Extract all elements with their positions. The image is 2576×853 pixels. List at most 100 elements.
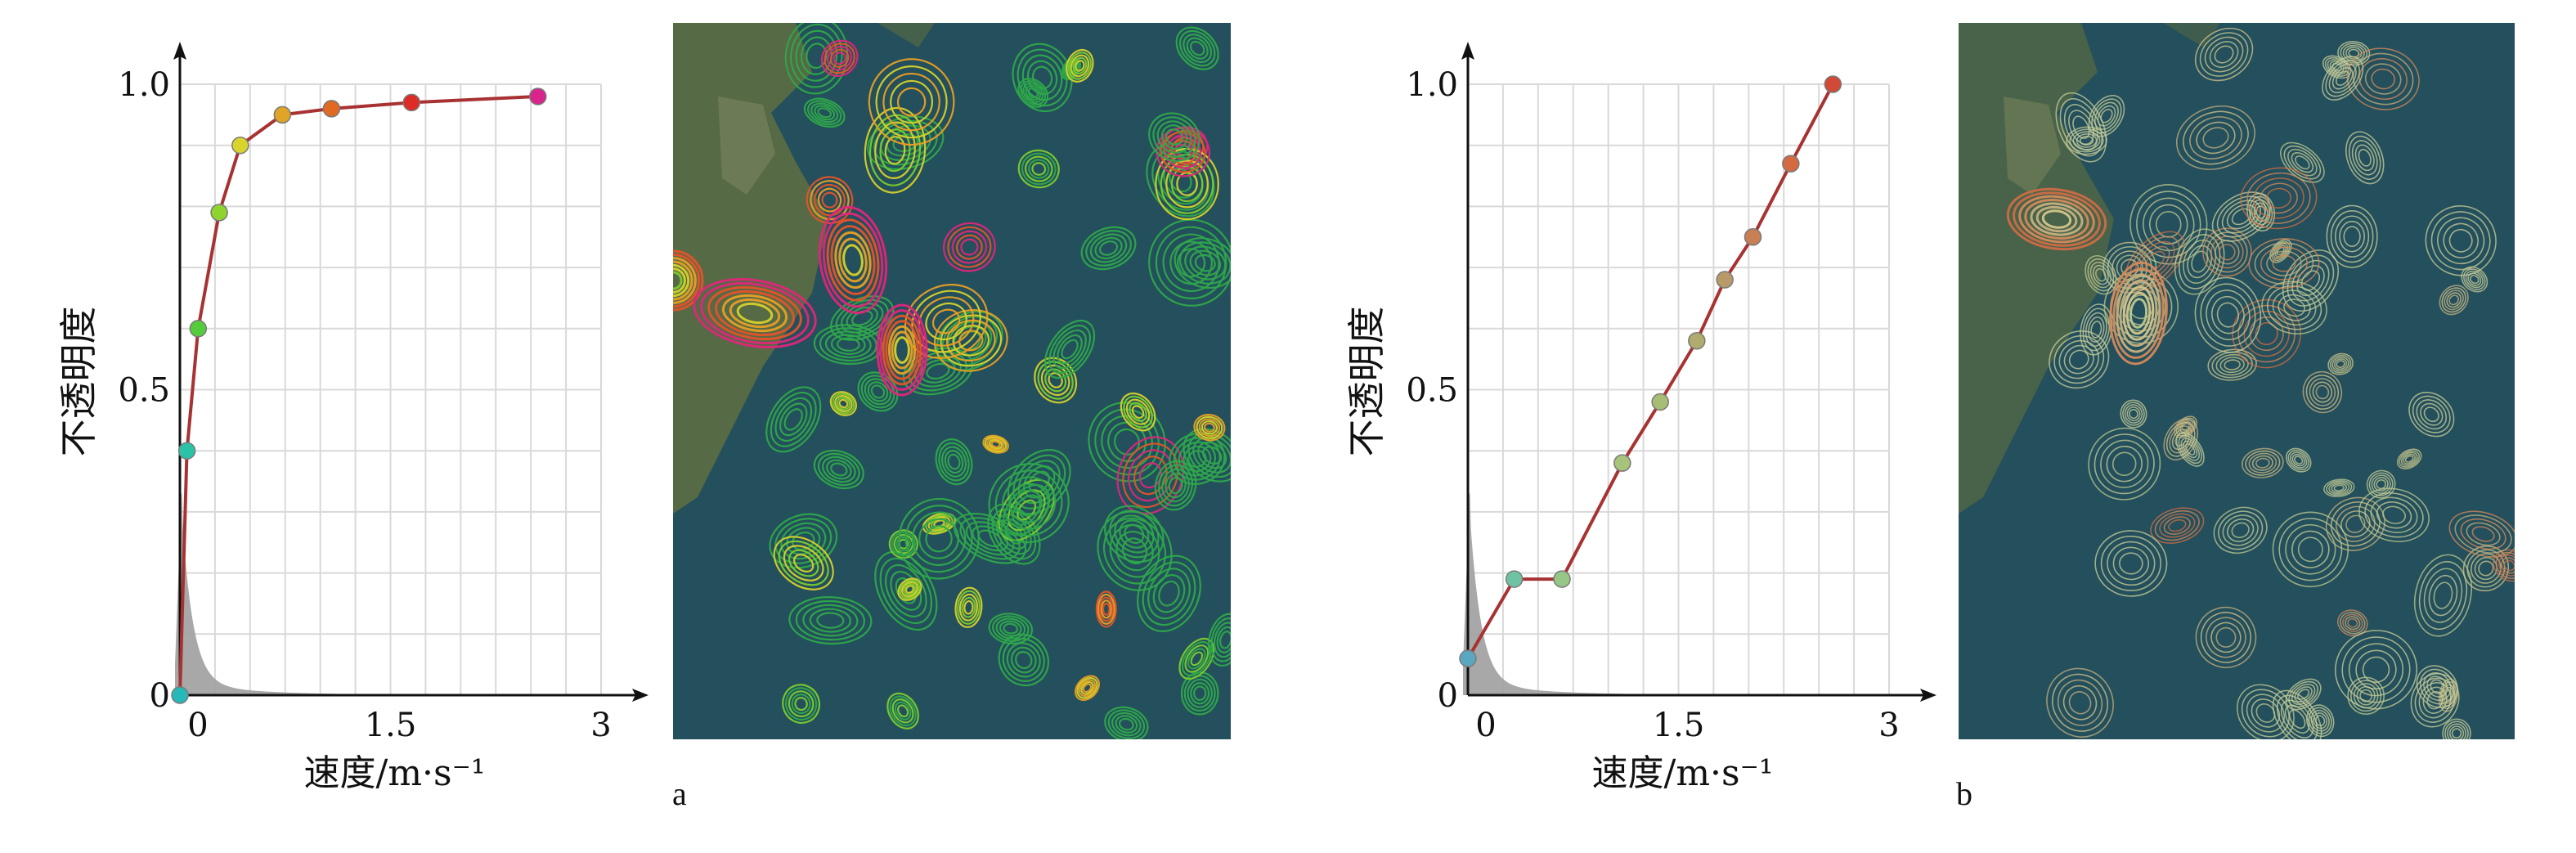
streamline [1187,648,1206,670]
streamline [817,187,842,213]
streamline [2448,228,2473,253]
strong-eddy [693,278,817,348]
streamline [1094,236,1123,260]
control-point [1782,155,1800,173]
streamline [885,320,919,380]
streamline [2194,27,2254,82]
control-point [1553,570,1571,588]
streamline [779,402,808,437]
streamline [2183,440,2198,459]
streamline [806,43,828,70]
streamline [2219,357,2245,374]
streamline [2063,344,2094,375]
eddy [2448,510,2515,558]
streamline [940,446,967,478]
streamline [2181,423,2190,431]
streamline [834,231,872,290]
streamline [2177,419,2194,435]
x-tick-label: 3 [1878,707,1899,744]
streamline [2297,689,2310,700]
eddy [1175,26,1219,70]
eddy [2174,228,2225,295]
streamline [1120,392,1156,432]
eddy [2242,447,2284,478]
eddy [2322,56,2364,101]
eddy [2305,704,2335,738]
streamline [884,136,906,165]
streamline [2125,291,2152,335]
streamline [822,456,856,483]
streamline [2211,295,2245,334]
streamline [1052,329,1087,370]
axes [1461,42,1936,702]
land-mass [718,97,775,195]
streamline [2178,434,2202,465]
streamline [2382,505,2406,524]
streamline [1088,402,1166,483]
streamline [2423,406,2439,423]
streamline [2336,70,2350,87]
control-point [1651,393,1669,411]
control-point [1613,454,1631,472]
streamline [1080,226,1137,271]
streamline [2325,60,2361,97]
streamline [925,514,954,533]
streamline [1107,709,1146,739]
streamline [770,392,817,447]
streamline [2330,501,2381,547]
streamline [1187,450,1207,469]
streamline [2288,709,2306,730]
streamline [1196,415,1223,439]
streamline [2282,249,2340,312]
streamline [2371,68,2396,90]
streamline [2272,689,2322,739]
streamline [2291,453,2305,467]
streamline [2285,447,2312,473]
eddy [1183,428,1231,483]
streamline [2345,131,2385,185]
chart-a: 0 1.5 3 0 0.5 1.0 速度/m·s⁻¹ 不透明度 [56,42,648,794]
eddy [2194,276,2262,353]
axes [173,42,648,702]
streamline [2329,354,2352,374]
eddy [1066,48,1094,83]
streamline [2272,254,2296,272]
streamline [982,434,1009,454]
eddy [2345,131,2385,185]
streamline [1186,37,1209,60]
streamline [2331,483,2348,493]
streamline [2180,438,2201,461]
streamline [955,234,983,260]
streamline [2399,450,2420,468]
streamline [2175,417,2196,437]
streamline [875,65,948,139]
streamline [673,260,693,301]
streamline [1190,651,1204,667]
streamline [809,608,851,633]
streamline [1148,112,1200,162]
streamline [2088,427,2161,501]
streamline [1118,717,1134,731]
streamline [1109,510,1160,559]
streamline [827,45,853,71]
streamline [2159,513,2196,538]
streamline [2196,121,2236,155]
streamline [882,314,922,386]
control-point [1688,331,1706,350]
streamline [2063,104,2098,151]
streamline [879,128,911,173]
streamline [784,687,818,721]
streamline [990,440,1001,448]
streamline [889,695,917,727]
streamline [2326,204,2378,268]
streamline [1097,593,1115,625]
streamline [2313,712,2328,730]
eddy [2240,167,2318,230]
streamline [2444,290,2464,311]
streamline [1028,159,1050,179]
streamline [838,237,868,283]
streamline [1072,56,1088,75]
streamline [2072,115,2090,139]
streamline [2224,359,2241,370]
streamline [2272,511,2349,588]
